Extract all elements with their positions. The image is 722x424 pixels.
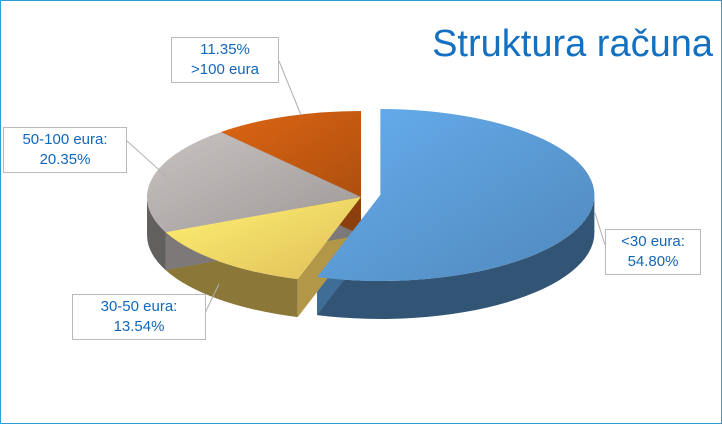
slice-value-text: 11.35% <box>200 41 250 58</box>
leader-line <box>278 60 302 116</box>
slice-label-text: >100 eura <box>191 61 259 78</box>
leader-lines <box>126 60 606 314</box>
pie-slice <box>317 109 595 281</box>
data-label-30-50: 30-50 eura: 13.54% <box>72 294 206 340</box>
slice-value-text: 54.80% <box>627 253 679 270</box>
pie-slice <box>146 131 361 233</box>
leader-line <box>594 212 606 246</box>
pie-slice-rim <box>317 195 595 319</box>
slice-value-text: 13.54% <box>113 318 165 335</box>
chart-title: Struktura računa <box>432 23 713 65</box>
data-label-under-30: <30 eura: 54.80% <box>605 229 701 275</box>
slice-value-text: 20.35% <box>39 151 91 168</box>
pie-tops <box>146 109 595 281</box>
slice-label-text: <30 eura: <box>621 233 685 250</box>
leader-line <box>204 283 220 314</box>
pie-slice-rim <box>147 197 166 271</box>
data-label-50-100: 50-100 eura: 20.35% <box>3 127 127 173</box>
pie-slice <box>221 111 361 197</box>
pie-slice <box>165 197 361 280</box>
leader-line <box>126 140 168 178</box>
slice-label-text: 30-50 eura: <box>100 298 178 315</box>
data-label-over-100: 11.35% >100 eura <box>171 37 279 83</box>
slice-label-text: 50-100 eura: <box>22 131 108 148</box>
